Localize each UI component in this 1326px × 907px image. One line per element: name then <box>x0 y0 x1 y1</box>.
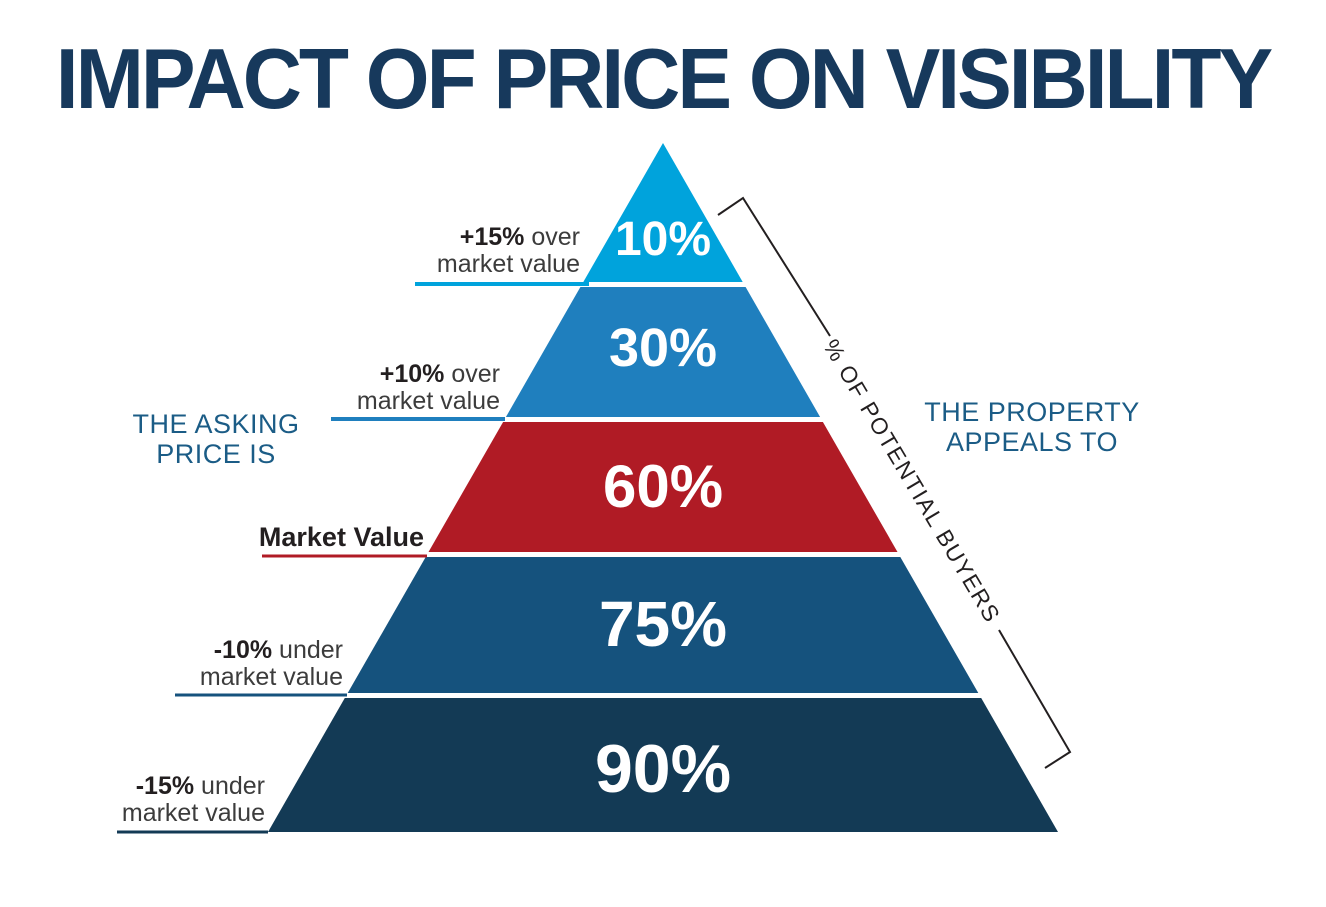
tier-3-shape <box>428 422 898 552</box>
tier-5-label-line2: market value <box>121 799 265 827</box>
tier-2-value: 30% <box>608 318 718 378</box>
tier-5-shape <box>268 698 1058 832</box>
tier-3-label-line1: Market Value <box>258 522 424 552</box>
tier-4-shape <box>347 557 979 693</box>
tier-1-label-line2: market value <box>436 250 580 278</box>
tier-2-label-line1: +10% over <box>379 360 500 388</box>
right-axis-heading-line1: THE PROPERTY <box>924 397 1140 427</box>
page-title: IMPACT OF PRICE ON VISIBILITY <box>55 32 1273 127</box>
right-axis-heading: THE PROPERTY APPEALS TO <box>892 397 1172 457</box>
left-axis-heading-line2: PRICE IS <box>156 439 276 469</box>
tier-4-label-line2: market value <box>199 663 343 691</box>
tier-2-label-line2: market value <box>356 387 500 415</box>
tier-1-label-line1: +15% over <box>459 223 580 251</box>
tier-4-value: 75% <box>598 588 728 660</box>
left-axis-heading: THE ASKING PRICE IS <box>86 409 346 469</box>
tier-3-value: 60% <box>602 453 724 520</box>
tier-1-shape <box>583 143 743 282</box>
tier-5-label: -15% under market value <box>122 773 265 827</box>
tier-2-shape <box>505 287 821 417</box>
tier-4-label-line1: -10% under <box>213 636 343 664</box>
tier-1-label: +15% over market value <box>437 224 580 278</box>
tier-5-label-line1: -15% under <box>135 772 265 800</box>
right-axis-heading-line2: APPEALS TO <box>945 427 1119 457</box>
tier-5-value: 90% <box>594 731 732 807</box>
bracket-line-bottom <box>998 629 1072 769</box>
tier-2-label: +10% over market value <box>357 361 500 415</box>
tier-3-label: Market Value <box>259 524 424 551</box>
left-axis-heading-line1: THE ASKING <box>132 409 300 439</box>
bracket-line-top <box>717 196 831 337</box>
tier-1-value: 10% <box>614 213 712 266</box>
tier-4-label: -10% under market value <box>200 637 343 691</box>
